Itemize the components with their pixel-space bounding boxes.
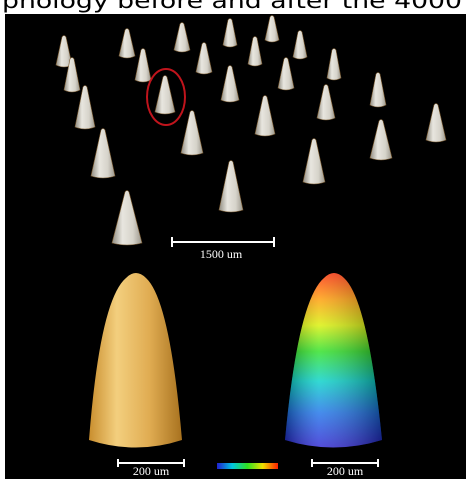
page: phology before and after the 4000 1500 u… <box>0 0 471 479</box>
color-bar <box>217 463 278 469</box>
caption: phology before and after the 4000 <box>2 0 462 13</box>
scale-bar-label: 200 um <box>327 464 364 478</box>
scale-bar-label: 1500 um <box>200 247 243 261</box>
figure: phology before and after the 4000 1500 u… <box>0 0 471 479</box>
scale-bar-label: 200 um <box>133 464 170 478</box>
